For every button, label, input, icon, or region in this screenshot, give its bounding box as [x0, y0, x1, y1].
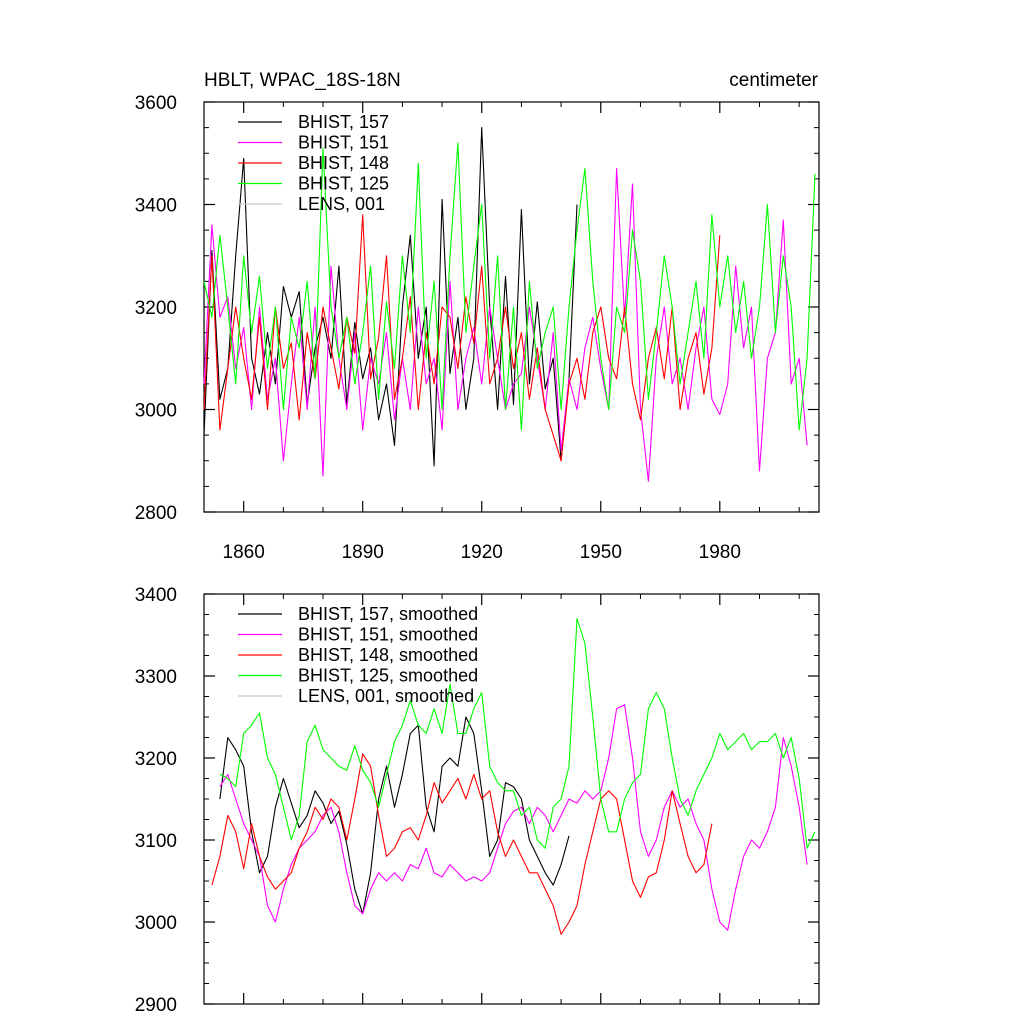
legend-label: BHIST, 157, smoothed [298, 604, 478, 624]
series-line [219, 716, 570, 915]
x-tick-label: 1980 [699, 542, 741, 563]
legend-label: BHIST, 151, smoothed [298, 625, 478, 645]
x-tick-label: 1860 [223, 542, 265, 563]
legend-label: BHIST, 148, smoothed [298, 645, 478, 665]
series-line [211, 753, 713, 935]
y-tick-label: 3600 [135, 93, 177, 114]
legend-label: BHIST, 125 [298, 174, 389, 194]
y-tick-label: 3200 [135, 298, 177, 319]
series-line [219, 618, 816, 849]
y-tick-label: 2900 [135, 995, 177, 1016]
x-tick-label: 1950 [580, 542, 622, 563]
y-tick-label: 3000 [135, 913, 177, 934]
legend-label: BHIST, 125, smoothed [298, 666, 478, 686]
y-tick-label: 3100 [135, 831, 177, 852]
series-line [203, 127, 578, 467]
legend-label: LENS, 001 [298, 194, 385, 214]
legend-label: BHIST, 157 [298, 112, 389, 132]
x-tick-label: 1890 [342, 542, 384, 563]
y-tick-label: 2800 [135, 503, 177, 524]
series-line [203, 214, 721, 462]
top-panel: HBLT, WPAC_18S-18N centimeter 2800 3000 32… [135, 70, 820, 563]
top-plot-frame [203, 101, 820, 513]
legend-label: BHIST, 151 [298, 133, 389, 153]
top-panel-title: HBLT, WPAC_18S-18N [204, 70, 401, 91]
x-tick-label: 1920 [461, 542, 503, 563]
y-tick-label: 3400 [135, 196, 177, 217]
y-tick-label: 3400 [135, 585, 177, 606]
series-line [219, 704, 808, 931]
legend-label: BHIST, 148 [298, 153, 389, 173]
y-tick-label: 3000 [135, 401, 177, 422]
y-tick-label: 3300 [135, 667, 177, 688]
series-line [203, 168, 808, 482]
series-line [203, 142, 816, 431]
bottom-plot-frame [203, 593, 820, 1005]
top-panel-units: centimeter [729, 70, 818, 91]
bottom-panel: 2900 3000 3100 3200 3300 3400 BHIST, 157, smo… [135, 585, 820, 1016]
y-tick-label: 3200 [135, 749, 177, 770]
legend-label: LENS, 001, smoothed [298, 686, 474, 706]
